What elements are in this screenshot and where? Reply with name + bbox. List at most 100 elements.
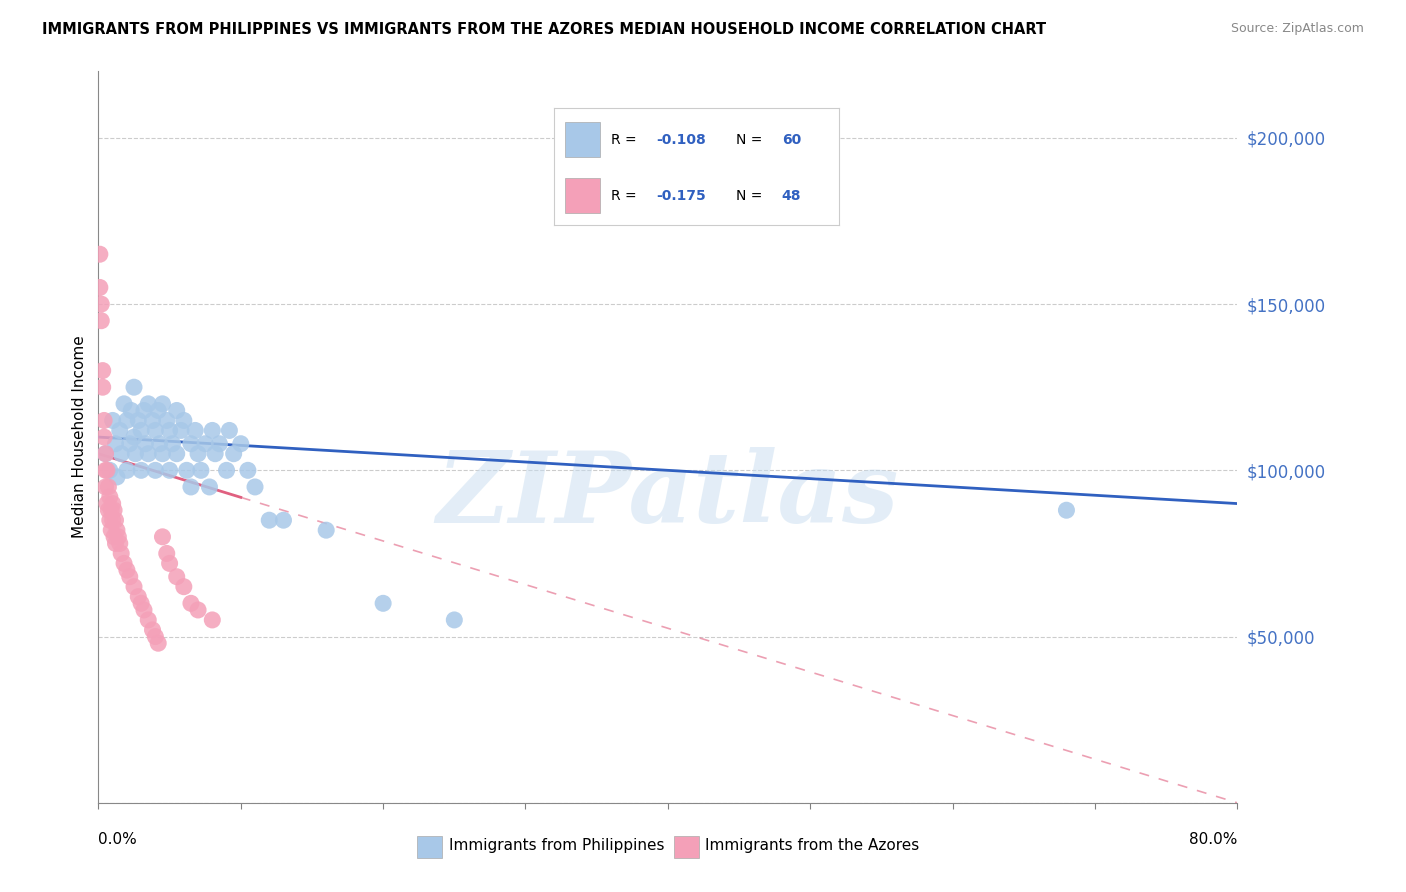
Point [94, 463, 117, 477]
Point [100, 523, 122, 537]
Point [104, 536, 127, 550]
Point [115, 413, 138, 427]
Point [166, 403, 188, 417]
Point [101, 413, 124, 427]
Point [156, 546, 179, 560]
Point [443, 613, 465, 627]
Point [132, 603, 155, 617]
Point [112, 397, 135, 411]
Point [373, 596, 395, 610]
Point [166, 570, 188, 584]
Point [104, 436, 127, 450]
Point [94, 480, 117, 494]
Point [96, 497, 118, 511]
Point [176, 463, 198, 477]
Point [201, 613, 224, 627]
Point [105, 523, 128, 537]
Point [132, 403, 155, 417]
Text: Source: ZipAtlas.com: Source: ZipAtlas.com [1230, 22, 1364, 36]
Y-axis label: Median Household Income: Median Household Income [72, 335, 87, 539]
Point [122, 580, 145, 594]
Point [141, 623, 163, 637]
Point [148, 636, 170, 650]
Point [218, 424, 240, 438]
Point [229, 436, 252, 450]
Point [134, 436, 156, 450]
Point [96, 463, 118, 477]
Point [122, 430, 145, 444]
Point [201, 424, 224, 438]
Point [97, 503, 120, 517]
Point [120, 403, 142, 417]
Point [236, 463, 259, 477]
Point [127, 413, 149, 427]
Text: 80.0%: 80.0% [1189, 832, 1237, 847]
Point [1056, 503, 1078, 517]
Point [136, 613, 159, 627]
Text: ZIPatlas: ZIPatlas [437, 448, 898, 544]
Point [94, 447, 117, 461]
Point [108, 536, 131, 550]
Point [243, 480, 266, 494]
Point [156, 413, 179, 427]
Point [129, 424, 152, 438]
Point [187, 447, 209, 461]
Point [145, 463, 167, 477]
Point [136, 447, 159, 461]
Point [259, 513, 281, 527]
Point [127, 590, 149, 604]
Point [129, 596, 152, 610]
Point [101, 513, 124, 527]
Text: 0.0%: 0.0% [98, 832, 138, 847]
Point [173, 413, 195, 427]
Bar [673, 836, 699, 858]
Point [159, 424, 181, 438]
Point [215, 463, 238, 477]
Point [166, 447, 188, 461]
Point [90, 297, 112, 311]
Point [101, 497, 124, 511]
Point [204, 447, 226, 461]
Point [93, 413, 115, 427]
Point [103, 503, 125, 517]
Point [118, 436, 141, 450]
Point [122, 380, 145, 394]
Point [110, 447, 132, 461]
Point [170, 424, 193, 438]
Point [152, 397, 174, 411]
Point [159, 463, 181, 477]
Point [89, 280, 111, 294]
Point [194, 436, 217, 450]
Point [107, 530, 129, 544]
Point [108, 424, 131, 438]
Point [208, 436, 231, 450]
Point [115, 563, 138, 577]
Point [149, 436, 172, 450]
Point [273, 513, 295, 527]
Text: Immigrants from the Azores: Immigrants from the Azores [706, 838, 920, 853]
Point [98, 513, 121, 527]
Point [145, 424, 167, 438]
Point [91, 363, 114, 377]
Point [198, 480, 221, 494]
Point [90, 314, 112, 328]
Point [94, 447, 117, 461]
Point [115, 463, 138, 477]
Text: Immigrants from Philippines: Immigrants from Philippines [449, 838, 665, 853]
Point [110, 546, 132, 560]
Point [180, 436, 202, 450]
Point [100, 503, 122, 517]
Point [103, 530, 125, 544]
Point [148, 403, 170, 417]
Point [105, 470, 128, 484]
Point [145, 630, 167, 644]
Point [141, 413, 163, 427]
Point [129, 463, 152, 477]
Point [136, 397, 159, 411]
Point [118, 570, 141, 584]
Point [152, 447, 174, 461]
Point [152, 530, 174, 544]
Text: IMMIGRANTS FROM PHILIPPINES VS IMMIGRANTS FROM THE AZORES MEDIAN HOUSEHOLD INCOM: IMMIGRANTS FROM PHILIPPINES VS IMMIGRANT… [42, 22, 1046, 37]
Point [187, 603, 209, 617]
Point [104, 513, 127, 527]
